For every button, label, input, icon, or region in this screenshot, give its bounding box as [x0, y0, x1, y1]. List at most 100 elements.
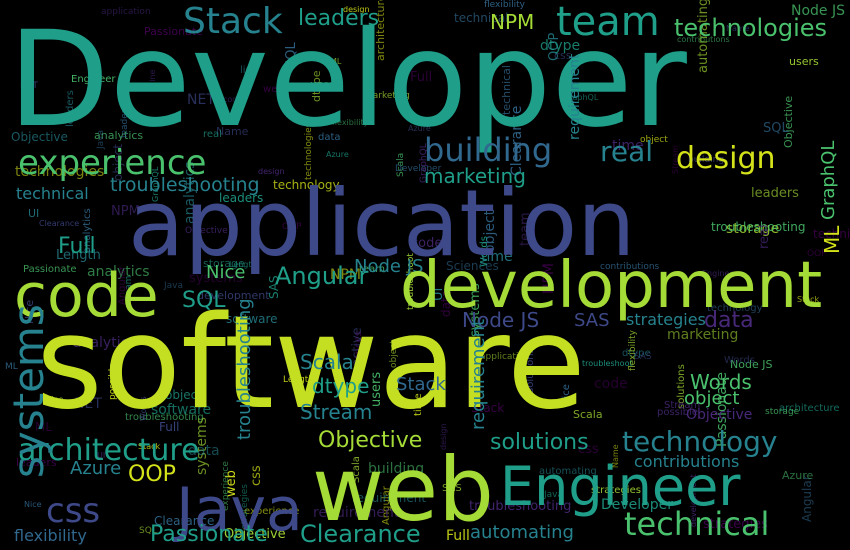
filler-word: contributions: [677, 35, 730, 44]
word-stream: Stream: [300, 400, 373, 424]
word-development: development: [400, 249, 823, 323]
filler-word: Developer: [395, 164, 442, 174]
filler-word: ML: [5, 362, 18, 372]
filler-word: Length: [56, 248, 101, 263]
filler-word: flexibility: [332, 118, 369, 127]
filler-word: technologies: [15, 164, 105, 180]
word-team: team: [556, 0, 660, 45]
word-technical-top: technical: [16, 184, 89, 203]
word-java: Java: [176, 475, 303, 545]
filler-word: Full: [446, 528, 470, 544]
word-marketing: marketing: [424, 164, 526, 188]
filler-word: code: [411, 236, 443, 251]
filler-word: Scala: [573, 408, 603, 421]
word-stack: Stack: [183, 1, 283, 42]
filler-word: architecture: [779, 403, 840, 414]
word-scala: Scala: [300, 350, 354, 374]
word-architecture: architecture: [18, 433, 200, 468]
filler-word: Java: [164, 281, 184, 291]
word-angular: Angular: [275, 262, 369, 290]
filler-word: requirement: [313, 505, 400, 521]
word-building: building: [424, 131, 553, 169]
filler-word: OOP: [282, 222, 302, 232]
filler-word: Engineer: [71, 74, 116, 85]
filler-word: Objective: [224, 527, 286, 542]
filler-word: Full: [410, 70, 433, 85]
word-leaders: leaders: [298, 6, 380, 31]
filler-word: Azure: [782, 469, 814, 482]
word-requirement-v: requirement: [468, 318, 489, 430]
filler-word: NET: [74, 396, 102, 412]
filler-word: team: [359, 264, 385, 275]
filler-word: analytics: [94, 129, 144, 142]
word-graphql: GraphQL: [818, 140, 839, 220]
filler-word: Stream: [664, 400, 701, 411]
word-passionate: Passionate: [150, 522, 268, 547]
filler-word: time: [481, 249, 513, 265]
word-troubleshooting: troubleshooting: [110, 174, 260, 196]
filler-word: OOP: [807, 249, 827, 259]
filler-word: Node JS: [730, 358, 773, 371]
word-ml: ML: [820, 225, 844, 254]
filler-word: line: [240, 65, 259, 76]
filler-word: flexibility: [628, 330, 638, 371]
filler-word: troubleshooting: [711, 220, 806, 234]
filler-word: UI: [28, 207, 40, 220]
word-requirement: requirement: [567, 53, 583, 140]
filler-word: Name: [726, 24, 750, 33]
word-developer: Developer: [8, 3, 687, 157]
filler-word: object: [640, 135, 668, 145]
word-technologies: technologies: [674, 14, 827, 42]
filler-word: requirement: [352, 491, 427, 505]
filler-word: Length: [283, 375, 315, 385]
filler-word: marketing: [667, 327, 739, 343]
filler-word: real: [757, 224, 772, 249]
word-words: Words: [690, 370, 752, 394]
word-oop: OOP: [128, 462, 176, 487]
filler-word: technical: [454, 11, 509, 25]
filler-word: real: [203, 129, 222, 140]
word-design: design: [676, 141, 776, 176]
word-software: software: [36, 289, 586, 438]
filler-word: data: [188, 443, 220, 459]
word-troubleshoot-v: troubleshooting: [234, 298, 255, 440]
filler-word: users: [789, 55, 819, 68]
word-sql: SQL: [182, 288, 226, 313]
word-full: Full: [58, 234, 96, 259]
filler-word: software: [151, 402, 212, 418]
filler-word: Words: [724, 355, 755, 366]
word-application: application: [128, 170, 636, 277]
filler-word: NET: [20, 81, 38, 91]
filler-word: troubleshoot: [582, 359, 633, 368]
filler-word: Engineer: [702, 269, 738, 278]
filler-word: web: [263, 84, 284, 95]
filler-word: storage: [203, 257, 245, 270]
filler-word: Objective: [11, 130, 68, 144]
filler-word: development: [197, 289, 270, 302]
filler-word: building: [688, 155, 725, 165]
word-stack-mid: Stack: [396, 374, 446, 395]
word-npm: NPM: [490, 10, 535, 34]
word-technical: technical: [624, 505, 770, 543]
filler-word: Azure: [408, 124, 431, 133]
filler-word: leaders: [16, 456, 57, 469]
filler-word: SQL: [139, 526, 157, 536]
filler-word: Angular: [800, 475, 814, 522]
filler-word: analytics: [73, 335, 136, 351]
filler-word: SQL: [763, 121, 789, 136]
word-real: real: [600, 135, 654, 168]
word-technology: technology: [622, 425, 778, 458]
filler-word: Passionate: [144, 25, 203, 38]
filler-word: Objective: [185, 226, 228, 236]
filler-word: css: [554, 49, 572, 62]
word-solutions: solutions: [490, 430, 589, 455]
filler-word: Sciences: [446, 259, 499, 273]
filler-word: Developer: [601, 497, 674, 513]
filler-word: object: [165, 388, 202, 402]
filler-word: NET: [187, 92, 215, 108]
word-experience: experience: [18, 143, 207, 183]
word-azure: Azure: [70, 458, 122, 479]
filler-word: flexibility: [484, 0, 525, 10]
filler-word: line: [49, 395, 64, 404]
